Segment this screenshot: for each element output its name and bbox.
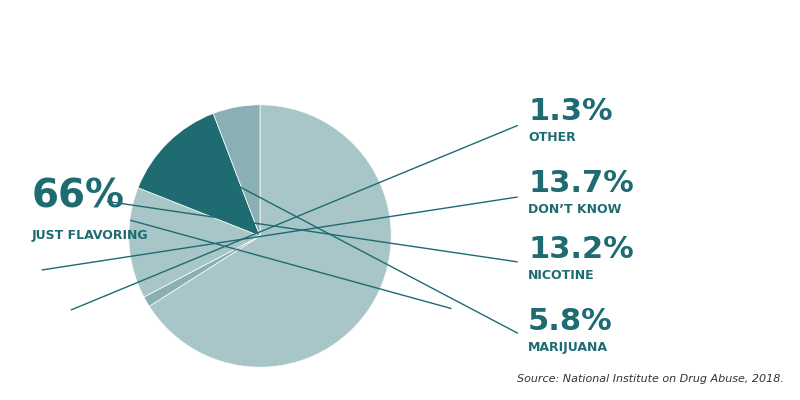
Text: 13.2%: 13.2% xyxy=(528,235,634,264)
Wedge shape xyxy=(214,105,260,236)
Wedge shape xyxy=(144,236,260,306)
Text: 5.8%: 5.8% xyxy=(528,307,613,336)
Wedge shape xyxy=(129,188,260,297)
Text: JUST FLAVORING: JUST FLAVORING xyxy=(32,230,149,242)
Text: Source: National Institute on Drug Abuse, 2018.: Source: National Institute on Drug Abuse… xyxy=(517,374,784,384)
Wedge shape xyxy=(150,105,391,367)
Text: NICOTINE: NICOTINE xyxy=(528,269,594,282)
Text: 13.7%: 13.7% xyxy=(528,169,634,198)
Wedge shape xyxy=(138,114,260,236)
Text: DON’T KNOW: DON’T KNOW xyxy=(528,203,622,216)
Text: 66%: 66% xyxy=(32,178,125,216)
Text: 1.3%: 1.3% xyxy=(528,97,613,126)
Text: What do teens say is in their e-cig?: What do teens say is in their e-cig? xyxy=(10,24,507,48)
Text: OTHER: OTHER xyxy=(528,131,576,144)
Text: MARIJUANA: MARIJUANA xyxy=(528,341,608,354)
